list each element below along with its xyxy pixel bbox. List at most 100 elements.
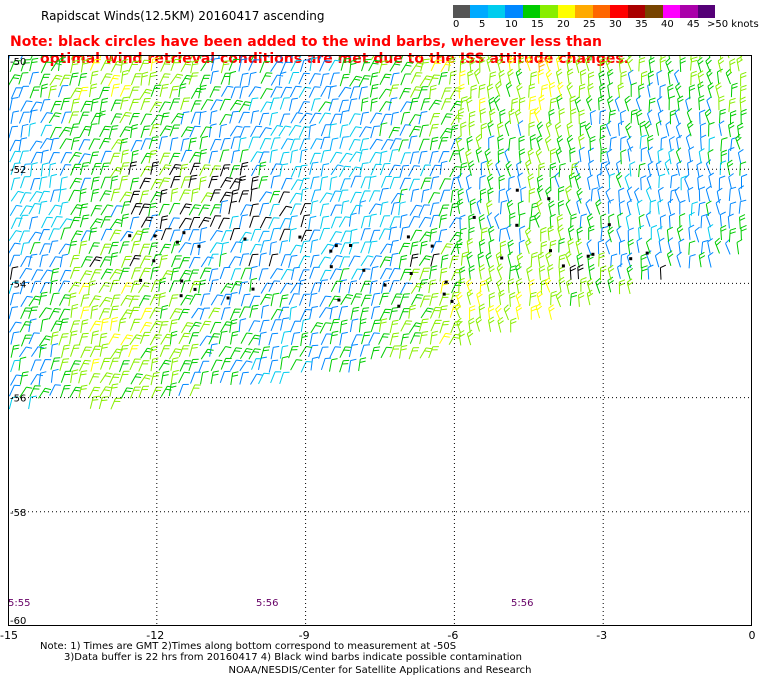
contamination-dot [409,272,413,275]
legend-swatch [540,5,558,18]
contamination-dot [515,188,519,192]
contamination-dot [591,252,595,256]
contamination-dot [561,264,565,268]
longitude-label: -3 [596,629,608,642]
longitude-label: 0 [748,629,756,642]
contamination-dot [337,298,341,302]
contamination-dot [383,283,387,287]
wind-barb-group [8,55,748,397]
contamination-dot [586,254,590,258]
footnote: Note: 1) Times are GMT 2)Times along bot… [40,641,522,663]
contamination-dot [153,234,157,238]
contamination-dot [629,257,633,261]
legend-tick-label: 40 [661,19,674,30]
legend-swatch [662,5,681,18]
legend-color-bar [453,5,716,18]
map-frame [8,55,752,626]
legend-tick-label: 0 [453,19,460,30]
contamination-dot [329,249,333,253]
contamination-dot [139,278,143,282]
contamination-dot [182,231,186,235]
contamination-dot [175,240,179,244]
legend-swatch [610,5,628,18]
legend-swatch [627,5,646,18]
longitude-label: -15 [0,629,18,642]
time-label: 5:56 [511,598,533,609]
latitude-label: -56 [10,394,26,405]
legend-swatch [505,5,523,18]
legend-tick-label: 5 [479,19,486,30]
latitude-label: -58 [10,508,26,519]
legend-swatch [557,5,576,18]
wind-barb-map: -50 -52 -54 -56 -58 -60 5:55 5:56 5:56 [8,55,752,626]
contamination-dot [645,251,649,255]
wind-barb-group [9,136,351,254]
contamination-dot [442,292,446,296]
contamination-dot [349,244,352,247]
wind-barb-group [8,55,727,410]
contamination-dot [298,235,302,239]
contamination-dot [607,223,611,227]
longitude-label: -6 [447,629,459,642]
legend-tick-label: 45 [687,19,700,30]
latitude-label: -60 [10,616,26,626]
legend-swatch [645,5,663,18]
legend-swatch [680,5,698,18]
latitude-label: -54 [10,279,26,290]
contamination-dot [193,287,197,291]
contamination-dot [472,215,476,219]
contamination-dot [444,280,448,284]
legend-tick-labels: 0 5 10 15 20 25 30 35 40 45 >50 knots [453,18,759,32]
legend-swatch [453,5,471,18]
time-label: 5:56 [256,598,278,609]
contamination-dot [549,249,552,253]
longitude-label: -12 [146,629,165,642]
contamination-dot [406,235,410,239]
legend-tick-label: 25 [583,19,596,30]
wind-barb-group [9,161,667,280]
wind-barb-group [538,57,545,73]
legend-tick-label: 20 [557,19,570,30]
legend-swatch [697,5,716,18]
credit-line: NOAA/NESDIS/Center for Satellite Applica… [228,665,532,676]
latitude-label: -50 [10,57,26,68]
legend-swatch [592,5,611,18]
contamination-dot [251,287,255,291]
contamination-dot [397,304,401,308]
contamination-dot [334,244,338,248]
contamination-dot [243,237,247,241]
wind-barbs-layer [8,55,748,410]
footnote-line-1: Note: 1) Times are GMT 2)Times along bot… [40,641,457,652]
legend-tick-label: 10 [505,19,518,30]
legend-swatch [575,5,593,18]
legend-tick-label: >50 knots [707,19,759,30]
legend-tick-label: 15 [531,19,544,30]
contamination-dot [500,256,504,260]
contamination-dot [547,197,551,201]
latitude-label: -52 [10,165,26,176]
legend-swatch [522,5,541,18]
contamination-dot [515,223,519,227]
map-title: Rapidscat Winds(12.5KM) 20160417 ascendi… [41,9,325,23]
contamination-dot [180,279,184,283]
footnote-line-2: 3)Data buffer is 22 hrs from 20160417 4)… [64,652,522,663]
contamination-dot [226,296,230,300]
contamination-dot [430,244,434,248]
legend-tick-label: 30 [609,19,622,30]
contamination-dot [450,299,454,303]
lat-lon-grid [8,55,752,626]
legend-tick-label: 35 [635,19,648,30]
contamination-dot [152,259,156,263]
contamination-dot [362,268,366,272]
wind-speed-legend: 0 5 10 15 20 25 30 35 40 45 >50 knots [453,5,759,32]
wind-barb-group [8,55,747,399]
contamination-dot [329,265,333,269]
contamination-dot [179,294,183,298]
contamination-dot [197,244,201,248]
contamination-dot [128,234,132,238]
time-label: 5:55 [8,598,30,609]
red-note-line-1: Note: black circles have been added to t… [10,34,603,50]
wind-barb-group [48,55,747,410]
map-labels: -50 -52 -54 -56 -58 -60 5:55 5:56 5:56 [8,57,533,626]
legend-swatch [470,5,488,18]
